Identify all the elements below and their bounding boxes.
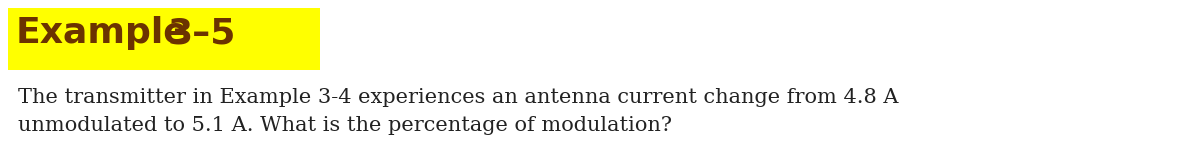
Text: unmodulated to 5.1 A. What is the percentage of modulation?: unmodulated to 5.1 A. What is the percen…: [18, 116, 672, 135]
Bar: [8, 8, 320, 70]
Text: The transmitter in Example 3-4 experiences an antenna current change from 4.8 A: The transmitter in Example 3-4 experienc…: [18, 88, 899, 107]
Text: Example: Example: [16, 16, 188, 50]
Text: 3–5: 3–5: [168, 16, 236, 50]
